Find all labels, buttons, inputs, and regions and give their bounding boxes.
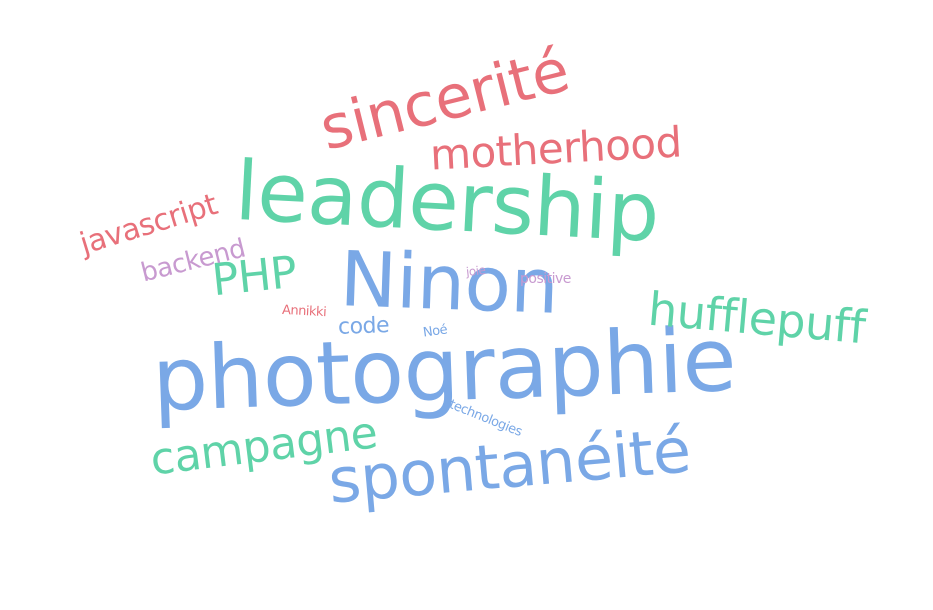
word-motherhood: motherhood — [428, 117, 683, 180]
word-code: code — [337, 313, 390, 340]
word-positive: positive — [520, 271, 571, 287]
word-noe: Noé — [422, 322, 449, 341]
word-annikki: Annikki — [281, 302, 327, 321]
word-joie: joie — [465, 263, 487, 279]
